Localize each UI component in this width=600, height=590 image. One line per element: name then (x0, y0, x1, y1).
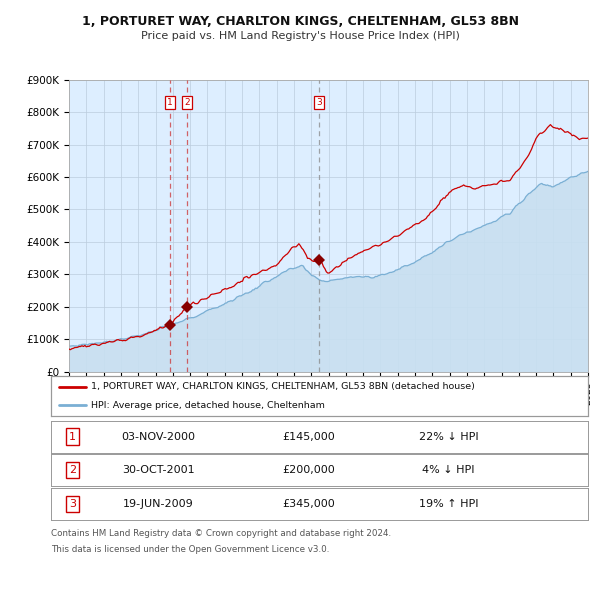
Text: 19% ↑ HPI: 19% ↑ HPI (419, 499, 478, 509)
Text: 03-NOV-2000: 03-NOV-2000 (121, 432, 196, 441)
Text: £145,000: £145,000 (283, 432, 335, 441)
Text: 2: 2 (184, 98, 190, 107)
Text: Price paid vs. HM Land Registry's House Price Index (HPI): Price paid vs. HM Land Registry's House … (140, 31, 460, 41)
Text: £345,000: £345,000 (283, 499, 335, 509)
Text: This data is licensed under the Open Government Licence v3.0.: This data is licensed under the Open Gov… (51, 545, 329, 553)
Text: 1: 1 (69, 432, 76, 441)
Text: 3: 3 (316, 98, 322, 107)
Text: 3: 3 (69, 499, 76, 509)
Text: 22% ↓ HPI: 22% ↓ HPI (419, 432, 478, 441)
Text: Contains HM Land Registry data © Crown copyright and database right 2024.: Contains HM Land Registry data © Crown c… (51, 529, 391, 537)
Text: 2: 2 (69, 466, 76, 475)
Text: 1, PORTURET WAY, CHARLTON KINGS, CHELTENHAM, GL53 8BN (detached house): 1, PORTURET WAY, CHARLTON KINGS, CHELTEN… (91, 382, 475, 391)
Text: £200,000: £200,000 (283, 466, 335, 475)
Text: 19-JUN-2009: 19-JUN-2009 (123, 499, 194, 509)
Text: 30-OCT-2001: 30-OCT-2001 (122, 466, 195, 475)
Text: 4% ↓ HPI: 4% ↓ HPI (422, 466, 475, 475)
Text: 1: 1 (167, 98, 173, 107)
Text: HPI: Average price, detached house, Cheltenham: HPI: Average price, detached house, Chel… (91, 401, 325, 409)
Text: 1, PORTURET WAY, CHARLTON KINGS, CHELTENHAM, GL53 8BN: 1, PORTURET WAY, CHARLTON KINGS, CHELTEN… (82, 15, 518, 28)
